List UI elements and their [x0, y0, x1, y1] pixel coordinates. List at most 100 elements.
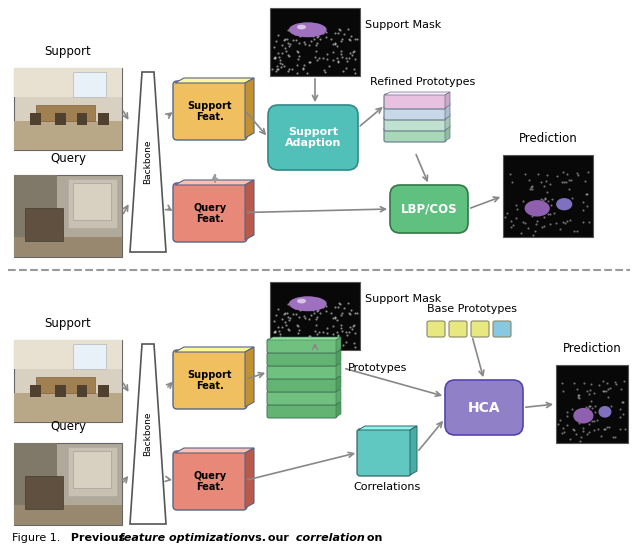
Bar: [55, 385, 66, 397]
Point: [530, 204, 540, 213]
Point: [333, 28, 344, 37]
Point: [294, 325, 304, 334]
Point: [304, 41, 314, 50]
FancyBboxPatch shape: [384, 127, 446, 142]
Point: [602, 423, 612, 432]
Point: [349, 320, 359, 329]
Point: [568, 424, 578, 433]
Point: [298, 37, 308, 46]
Text: Base Prototypes: Base Prototypes: [427, 304, 517, 314]
Point: [562, 420, 572, 429]
Point: [322, 324, 332, 333]
Polygon shape: [245, 448, 254, 508]
Bar: [14, 393, 122, 422]
Point: [333, 25, 344, 33]
Point: [299, 335, 309, 344]
Point: [285, 314, 296, 323]
Bar: [30, 113, 41, 126]
Point: [532, 217, 542, 225]
Point: [333, 56, 344, 65]
Point: [295, 25, 305, 33]
Point: [292, 47, 302, 56]
Point: [321, 28, 331, 37]
Point: [281, 47, 291, 56]
Point: [273, 31, 283, 40]
Point: [527, 185, 537, 194]
Point: [582, 386, 592, 395]
Point: [574, 393, 584, 402]
Point: [568, 425, 579, 434]
Point: [343, 298, 353, 307]
Point: [280, 35, 291, 44]
Point: [337, 35, 347, 44]
Point: [294, 39, 304, 47]
Bar: [74, 72, 106, 97]
Point: [578, 205, 588, 214]
Point: [292, 60, 302, 69]
Point: [527, 211, 537, 220]
Polygon shape: [245, 180, 254, 240]
Point: [314, 300, 324, 309]
Point: [569, 379, 579, 388]
Point: [289, 302, 300, 311]
Point: [525, 185, 535, 194]
Point: [328, 329, 339, 338]
Point: [277, 41, 287, 50]
Point: [319, 342, 330, 351]
Point: [333, 299, 344, 307]
Point: [515, 229, 525, 238]
Point: [307, 305, 317, 314]
Point: [345, 49, 355, 57]
FancyBboxPatch shape: [173, 183, 247, 242]
Point: [342, 57, 352, 66]
FancyBboxPatch shape: [173, 81, 247, 140]
Point: [564, 184, 574, 193]
Bar: [36, 377, 95, 393]
Point: [295, 30, 305, 39]
Point: [344, 34, 354, 43]
Point: [341, 63, 351, 72]
Point: [305, 57, 315, 66]
Point: [283, 25, 293, 34]
Text: Refined Prototypes: Refined Prototypes: [371, 77, 476, 87]
FancyBboxPatch shape: [173, 350, 247, 409]
Point: [541, 176, 551, 185]
Point: [268, 65, 278, 74]
Point: [313, 32, 323, 41]
Text: Support: Support: [45, 45, 92, 58]
Point: [319, 339, 330, 348]
Polygon shape: [175, 448, 254, 453]
Point: [578, 426, 588, 435]
Polygon shape: [336, 337, 341, 352]
Point: [539, 181, 549, 190]
Point: [536, 223, 547, 232]
Text: Prediction: Prediction: [518, 132, 577, 145]
Point: [569, 227, 579, 235]
Point: [273, 339, 284, 348]
Point: [540, 194, 550, 203]
Point: [322, 50, 332, 59]
Point: [581, 190, 591, 199]
Point: [298, 338, 308, 347]
Point: [288, 35, 298, 44]
Point: [319, 24, 329, 33]
Point: [508, 221, 518, 230]
Polygon shape: [175, 78, 254, 83]
Polygon shape: [445, 125, 450, 141]
Point: [284, 339, 294, 348]
Point: [328, 321, 338, 330]
FancyBboxPatch shape: [267, 352, 337, 366]
Bar: [25, 208, 63, 240]
Polygon shape: [336, 363, 341, 378]
Point: [528, 230, 538, 239]
Point: [567, 404, 577, 413]
Bar: [99, 113, 109, 126]
Point: [293, 47, 303, 56]
Point: [349, 65, 359, 74]
Point: [344, 54, 354, 62]
Text: our: our: [264, 533, 289, 543]
FancyBboxPatch shape: [268, 105, 358, 170]
FancyBboxPatch shape: [449, 321, 467, 337]
Point: [339, 30, 349, 39]
Point: [541, 205, 551, 214]
